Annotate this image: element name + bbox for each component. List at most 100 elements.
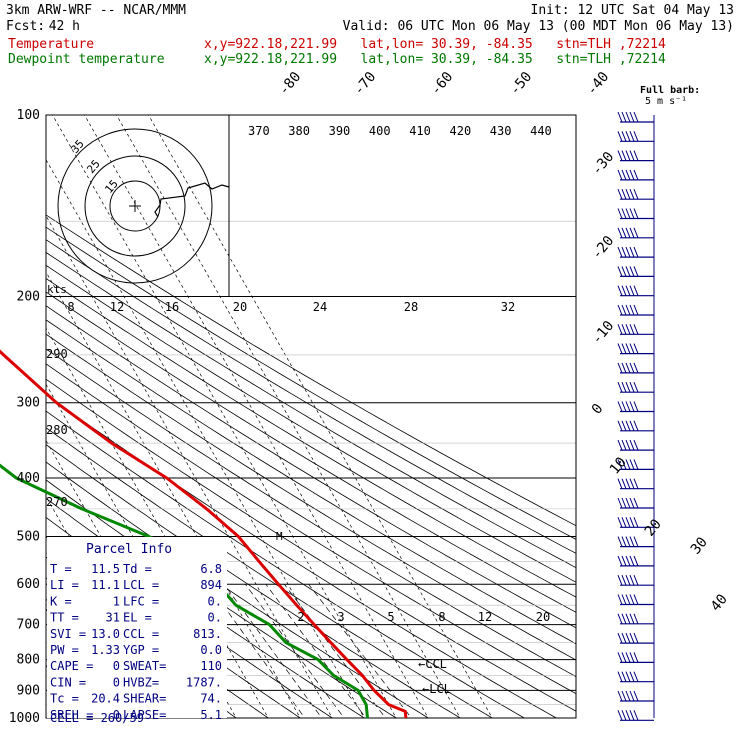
parcel-key: SHEAR=	[123, 692, 166, 706]
wind-barb-flag	[629, 517, 635, 528]
wind-barb-flag	[621, 189, 627, 200]
parcel-key: CCL =	[123, 627, 159, 641]
wind-barb-flag	[621, 690, 627, 702]
model-title: 3km ARW-WRF -- NCAR/MMM	[6, 3, 186, 18]
parcel-value: 74.	[200, 692, 222, 706]
wind-barb-flag	[621, 401, 627, 412]
parcel-key: LCL =	[123, 578, 159, 592]
parcel-value: 0	[113, 659, 120, 673]
wind-barb-flag	[621, 536, 627, 547]
dry-adiabat-line	[46, 394, 558, 718]
wind-barb-flag	[617, 227, 623, 238]
speed-tick-label: 20	[233, 300, 247, 314]
wind-barb-flag	[629, 613, 635, 624]
dry-adiabat-line	[46, 291, 576, 613]
wind-barb-flag	[617, 613, 623, 624]
wind-barb-flag	[621, 266, 627, 277]
wind-barb-flag	[633, 189, 639, 200]
wind-barb-flag	[625, 497, 631, 509]
isotherm-line	[46, 327, 269, 718]
wind-barb-flag	[629, 594, 635, 605]
isotherm-line	[0, 115, 52, 731]
dry-adiabat-line	[46, 214, 576, 527]
wind-barb-flag	[625, 652, 631, 663]
wind-barb-flag	[617, 266, 623, 277]
wind-barb-flag	[625, 343, 631, 354]
height-label: 280	[46, 423, 68, 437]
wind-barb-flag	[633, 439, 639, 451]
wind-barb-flag	[633, 169, 639, 181]
parcel-key: SREH =	[50, 708, 93, 722]
parcel-info-background	[47, 537, 227, 718]
wind-barb-flag	[633, 632, 639, 644]
theta-label: 440	[530, 124, 552, 138]
pressure-tick-label: 900	[17, 683, 40, 698]
wind-barb-flag	[617, 710, 623, 721]
wind-barb-flag	[629, 459, 635, 470]
wind-barb-flag	[625, 266, 631, 277]
theta-label: 370	[248, 124, 270, 138]
wind-barb-flag	[617, 382, 623, 393]
wind-barb-flag	[617, 150, 623, 161]
pressure-tick-label: 200	[17, 290, 40, 305]
lfc-marker-symbol: M	[276, 530, 283, 543]
wind-barb-flag	[617, 169, 623, 181]
wind-barb-flag	[633, 594, 639, 605]
wind-barb-flag	[621, 324, 627, 335]
wind-barb-flag	[625, 478, 631, 489]
parcel-key: LFC =	[123, 594, 159, 608]
wind-barb-flag	[633, 671, 639, 682]
wind-barb-flag	[625, 536, 631, 547]
wind-barb-flag	[617, 324, 623, 335]
wind-barb-flag	[625, 227, 631, 238]
parcel-value: 110	[200, 659, 222, 673]
wind-barb-flag	[617, 208, 623, 219]
parcel-info-box	[47, 537, 227, 718]
theta-label: 400	[369, 124, 391, 138]
dry-adiabat-line	[46, 239, 576, 554]
isotherm-label: 20	[642, 516, 665, 539]
hodograph-ring	[84, 155, 186, 257]
dewpoint-legend-info: x,y=922.18,221.99 lat,lon= 30.39, -84.35…	[204, 52, 666, 67]
parcel-value: 1787.	[186, 675, 222, 689]
parcel-value: 11.1	[91, 578, 120, 592]
parcel-key: SWEAT=	[123, 659, 166, 673]
parcel-key: LAPSE=	[123, 708, 166, 722]
parcel-value: 813.	[193, 627, 222, 641]
isotherm-label: -30	[589, 149, 618, 179]
hodograph-ring-label: 25	[84, 157, 102, 176]
wind-barb-flag	[625, 517, 631, 528]
wind-barb-flag	[629, 266, 635, 277]
isotherm-line	[46, 158, 365, 718]
wind-barb-flag	[617, 189, 623, 200]
wind-barb-flag	[629, 131, 635, 142]
wind-barb-flag	[625, 382, 631, 393]
dry-adiabat-line	[46, 278, 576, 598]
wind-barb-flag	[629, 652, 635, 663]
speed-tick-label: 24	[313, 300, 327, 314]
wind-barb-flag	[633, 343, 639, 354]
height-label: 290	[46, 347, 68, 361]
wind-barb-flag	[625, 401, 631, 412]
wind-barb-flag	[625, 710, 631, 721]
wind-barb-flag	[633, 382, 639, 393]
parcel-cell: CELL = 260/59	[50, 711, 144, 725]
wind-barb-flag	[625, 575, 631, 586]
fcst-label: Fcst:	[6, 19, 45, 34]
wind-barb-flag	[633, 652, 639, 663]
dry-adiabat-line	[46, 410, 526, 718]
wind-barb-flag	[629, 285, 635, 296]
wind-barb-flag	[621, 169, 627, 181]
wind-barb-flag	[629, 536, 635, 547]
pressure-tick-label: 300	[17, 396, 40, 411]
wind-barb-flag	[633, 304, 639, 316]
isotherm-label: -70	[351, 69, 380, 99]
wind-barb-flag	[617, 575, 623, 586]
speed-tick-label: 28	[404, 300, 418, 314]
wind-barb-flag	[617, 343, 623, 354]
parcel-key: Tc =	[50, 692, 79, 706]
wind-barb-flag	[617, 401, 623, 412]
mixing-ratio-label: 20	[536, 610, 550, 624]
mixing-ratio-line	[284, 583, 386, 718]
temperature-legend-label: Temperature	[8, 37, 94, 52]
